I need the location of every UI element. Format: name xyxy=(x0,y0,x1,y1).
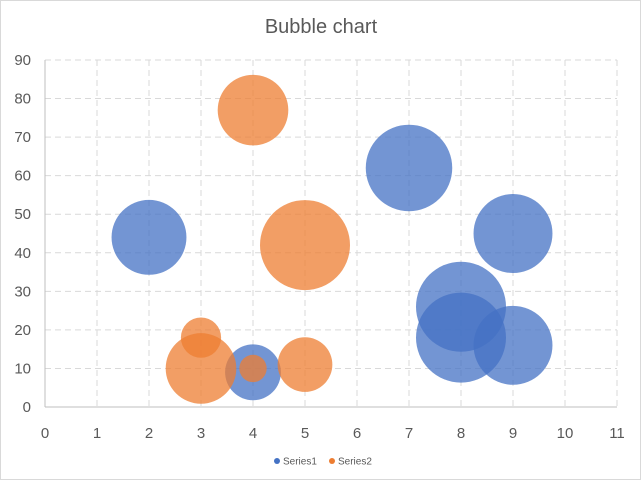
chart-title: Bubble chart xyxy=(265,16,378,38)
legend-marker-series2 xyxy=(329,458,335,464)
legend: Series1 Series2 xyxy=(274,457,372,468)
x-tick-label: 6 xyxy=(353,425,361,442)
x-tick-label: 10 xyxy=(557,425,574,442)
y-tick-label: 30 xyxy=(14,283,31,300)
y-tick-label: 0 xyxy=(23,399,31,416)
series2-bubble xyxy=(217,74,289,146)
y-tick-label: 40 xyxy=(14,245,31,262)
axes xyxy=(44,60,617,408)
series2-bubble xyxy=(165,333,237,404)
x-tick-label: 8 xyxy=(457,425,465,442)
x-tick-label: 2 xyxy=(145,425,153,442)
series2-bubble xyxy=(239,354,267,383)
legend-label-series1: Series1 xyxy=(283,457,317,468)
legend-marker-series1 xyxy=(274,458,280,464)
x-tick-label: 5 xyxy=(301,425,309,442)
series2-bubble xyxy=(277,337,333,392)
y-tick-label: 80 xyxy=(14,91,31,108)
series1-bubble xyxy=(111,199,187,275)
x-tick-label: 11 xyxy=(609,425,625,442)
x-tick-label: 4 xyxy=(249,425,257,442)
bubbles xyxy=(111,74,553,404)
legend-label-series2: Series2 xyxy=(338,457,372,468)
y-tick-label: 70 xyxy=(14,129,31,146)
x-tick-label: 0 xyxy=(41,425,49,442)
y-tick-label: 10 xyxy=(14,360,31,377)
series1-bubble xyxy=(365,124,453,212)
y-tick-label: 50 xyxy=(14,206,31,223)
y-axis-tick-labels: 0 10 20 30 40 50 60 70 80 90 xyxy=(14,52,31,416)
y-tick-label: 20 xyxy=(14,322,31,339)
x-tick-label: 1 xyxy=(93,425,101,442)
y-tick-label: 60 xyxy=(14,168,31,185)
x-tick-label: 7 xyxy=(405,425,413,442)
series1-bubble xyxy=(473,305,553,385)
y-tick-label: 90 xyxy=(14,52,31,69)
x-tick-label: 9 xyxy=(509,425,517,442)
series1-bubble xyxy=(473,194,553,273)
x-tick-label: 3 xyxy=(197,425,205,442)
x-axis-tick-labels: 0 1 2 3 4 5 6 7 8 9 10 11 xyxy=(41,425,625,442)
series2-bubble xyxy=(260,200,350,291)
